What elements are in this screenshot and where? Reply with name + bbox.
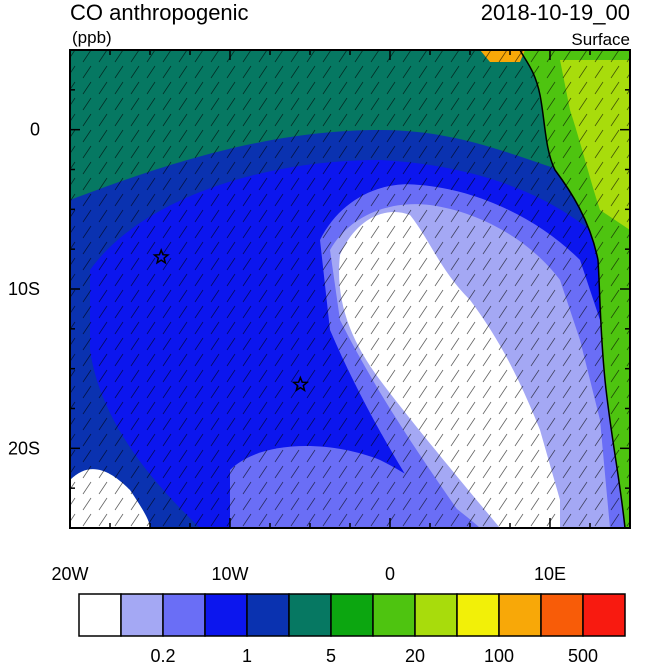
marker-layer (152, 248, 310, 392)
map-title: CO anthropogenic (70, 0, 249, 25)
axis-ticks: 20W 10W 0 10E 0 10S 20S (8, 49, 631, 584)
star-marker (152, 248, 170, 265)
lon-tick-label: 0 (385, 564, 395, 584)
units-label: (ppb) (72, 28, 112, 47)
colorbar-box (204, 593, 248, 637)
colorbar-box (582, 593, 626, 637)
colorbar: 0.2 1 5 20 100 500 (78, 593, 626, 666)
colorbar-box (120, 593, 164, 637)
colorbar-box (246, 593, 290, 637)
colorbar-box (372, 593, 416, 637)
lat-tick-label: 10S (8, 279, 40, 299)
lat-tick-label: 20S (8, 438, 40, 458)
colorbar-box (288, 593, 332, 637)
colorbar-label: 1 (242, 646, 252, 666)
colorbar-label: 100 (484, 646, 514, 666)
colorbar-label: 500 (568, 646, 598, 666)
colorbar-box (540, 593, 584, 637)
colorbar-box (78, 593, 122, 637)
lon-tick-label: 20W (51, 564, 88, 584)
colorbar-box (414, 593, 458, 637)
map-field (70, 50, 630, 528)
colorbar-label: 5 (326, 646, 336, 666)
colorbar-box (330, 593, 374, 637)
colorbar-label: 20 (405, 646, 425, 666)
wind-vectors (70, 50, 630, 528)
colorbar-box (162, 593, 206, 637)
star-marker (291, 375, 310, 392)
lon-tick-label: 10W (211, 564, 248, 584)
colorbar-label: 0.2 (150, 646, 175, 666)
lon-tick-label: 10E (534, 564, 566, 584)
level-label: Surface (571, 30, 630, 49)
coastline (519, 50, 626, 528)
colorbar-box (456, 593, 500, 637)
lat-tick-label: 0 (30, 120, 40, 140)
colorbar-box (498, 593, 542, 637)
datetime-label: 2018-10-19_00 (480, 0, 630, 25)
